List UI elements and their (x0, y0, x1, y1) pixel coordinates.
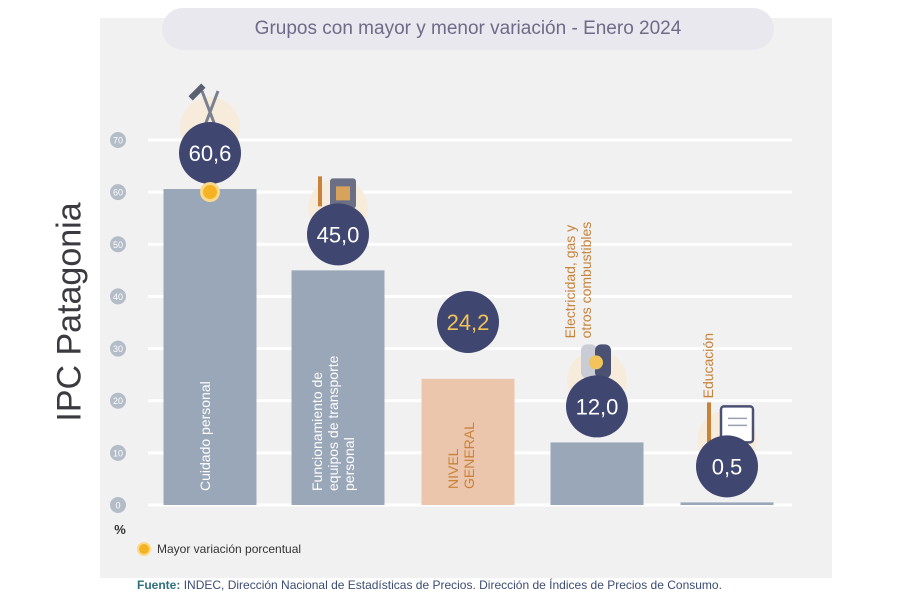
chart-title: Grupos con mayor y menor variación - Ene… (162, 8, 774, 50)
y-tick-label: 60 (113, 188, 123, 198)
y-tick-badge (110, 340, 126, 357)
legend-dot-icon (137, 542, 151, 556)
value-badge (437, 291, 499, 353)
value-badge (566, 375, 628, 438)
data-label: 24,2 (447, 310, 490, 335)
data-label: 60,6 (189, 141, 232, 166)
y-tick-label: 30 (113, 344, 123, 354)
legend-label: Mayor variación porcentual (157, 542, 302, 556)
source-text: INDEC, Dirección Nacional de Estadística… (183, 578, 722, 592)
y-tick-badge (110, 236, 126, 253)
source-label: Fuente: (137, 578, 181, 592)
legend: Mayor variación porcentual (137, 542, 301, 556)
y-tick-badge (110, 392, 126, 409)
category-label: Educación (700, 333, 716, 398)
bar (550, 442, 644, 505)
y-tick-badge (110, 184, 126, 201)
data-label: 45,0 (317, 222, 360, 247)
y-tick-badge (110, 444, 126, 461)
value-badge (696, 435, 758, 498)
category-label: Funcionamiento deequipos de transportepe… (309, 355, 357, 491)
y-tick-label: 0 (115, 501, 120, 511)
y-tick-badge (110, 497, 126, 513)
y-tick-badge (110, 288, 126, 305)
data-label: 12,0 (576, 394, 619, 419)
bar (163, 189, 257, 505)
y-tick-label: 10 (113, 448, 123, 458)
value-badge (179, 122, 241, 185)
bar (680, 502, 774, 505)
y-tick-label: 40 (113, 292, 123, 302)
y-tick-label: 70 (113, 136, 123, 146)
y-tick-badge (110, 132, 126, 148)
y-tick-label: 20 (113, 396, 123, 406)
y-axis-unit: % (114, 522, 126, 537)
value-badge (307, 203, 369, 266)
category-label: NIVELGENERAL (445, 422, 477, 489)
bar (291, 270, 385, 505)
y-tick-label: 50 (113, 240, 123, 250)
category-label: Cuidado personal (197, 381, 213, 491)
bar (421, 378, 515, 505)
max-variation-marker-core (203, 185, 217, 200)
source-note: Fuente: INDEC, Dirección Nacional de Est… (137, 578, 722, 592)
category-label: Electricidad, gas yotros combustibles (562, 222, 594, 339)
data-label: 0,5 (712, 454, 743, 479)
